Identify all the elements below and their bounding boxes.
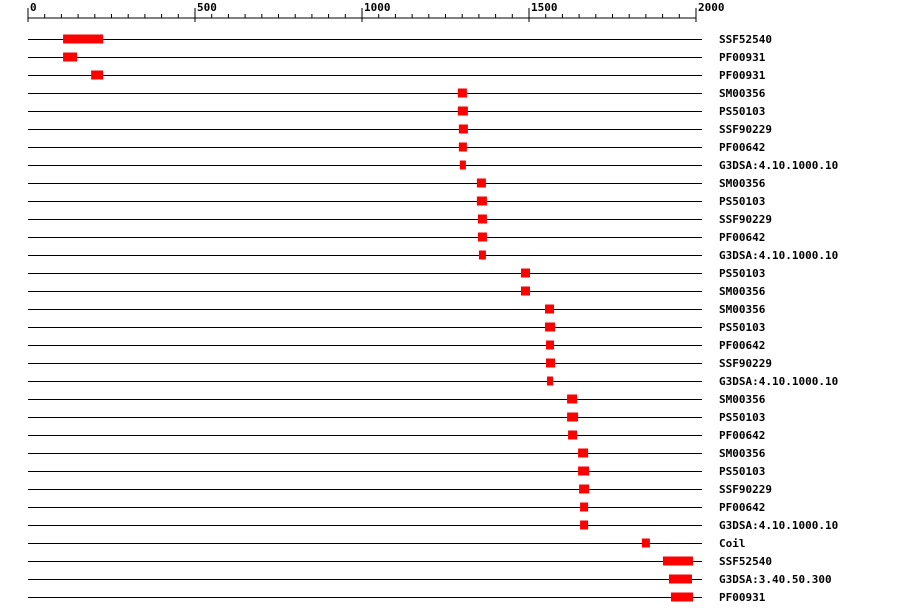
track-label: SM00356 [719, 87, 766, 100]
track-label: SSF52540 [719, 33, 772, 46]
domain-segment [476, 178, 486, 188]
track-label: G3DSA:4.10.1000.10 [719, 159, 838, 172]
domain-segment [546, 358, 556, 368]
domain-segment [457, 106, 468, 116]
track-label: PF00642 [719, 429, 765, 442]
x-tick-label: 1500 [531, 1, 558, 14]
track-label: G3DSA:4.10.1000.10 [719, 249, 838, 262]
domain-segment [578, 466, 590, 476]
track-label: SM00356 [719, 285, 766, 298]
track-label: SSF90229 [719, 483, 772, 496]
domain-segment [63, 34, 104, 44]
track-label: PS50103 [719, 267, 765, 280]
track-label: SSF90229 [719, 357, 772, 370]
track-label: PS50103 [719, 321, 765, 334]
domain-segment [670, 592, 693, 602]
domain-segment [520, 268, 531, 278]
domain-segment [546, 340, 555, 350]
domain-segment [476, 196, 487, 206]
x-tick-label: 500 [197, 1, 217, 14]
domain-segment [457, 88, 467, 98]
domain-segment [567, 394, 578, 404]
track-label: PF00642 [719, 501, 765, 514]
track-label: G3DSA:4.10.1000.10 [719, 519, 838, 532]
domain-segment [458, 124, 468, 134]
domain-segment [568, 430, 578, 440]
track-label: PS50103 [719, 105, 765, 118]
track-label: PF00642 [719, 339, 765, 352]
domain-segment [578, 448, 589, 458]
domain-segment [459, 160, 466, 170]
track-label: SM00356 [719, 303, 766, 316]
track-label: PF00642 [719, 231, 765, 244]
track-label: PF00931 [719, 51, 766, 64]
track-label: PS50103 [719, 465, 765, 478]
track-label: SM00356 [719, 393, 766, 406]
x-tick-label: 1000 [364, 1, 391, 14]
domain-segment [547, 376, 554, 386]
x-tick-label: 2000 [698, 1, 725, 14]
track-label: PF00931 [719, 69, 766, 82]
track-label: Coil [719, 537, 746, 550]
domain-segment [545, 322, 556, 332]
track-label: PS50103 [719, 195, 765, 208]
domain-segment [662, 556, 693, 566]
domain-segment [477, 214, 487, 224]
track-label: SM00356 [719, 177, 766, 190]
domain-segment [668, 574, 692, 584]
domain-segment [641, 538, 650, 548]
domain-segment [458, 142, 467, 152]
domain-segment [478, 250, 486, 260]
domain-segment [580, 520, 589, 530]
track-label: G3DSA:3.40.50.300 [719, 573, 832, 586]
domain-segment [580, 502, 589, 512]
domain-segment [477, 232, 487, 242]
track-label: PS50103 [719, 411, 765, 424]
track-label: SSF90229 [719, 213, 772, 226]
domain-segment [579, 484, 590, 494]
x-tick-label: 0 [30, 1, 37, 14]
domain-segment [567, 412, 579, 422]
track-label: SM00356 [719, 447, 766, 460]
domain-segment [545, 304, 555, 314]
domain-segment [63, 52, 78, 62]
track-label: PF00642 [719, 141, 765, 154]
domain-segment [91, 70, 104, 80]
track-label: SSF90229 [719, 123, 772, 136]
domain-segment [520, 286, 531, 296]
track-label: SSF52540 [719, 555, 772, 568]
track-label: G3DSA:4.10.1000.10 [719, 375, 838, 388]
track-label: PF00931 [719, 591, 766, 604]
